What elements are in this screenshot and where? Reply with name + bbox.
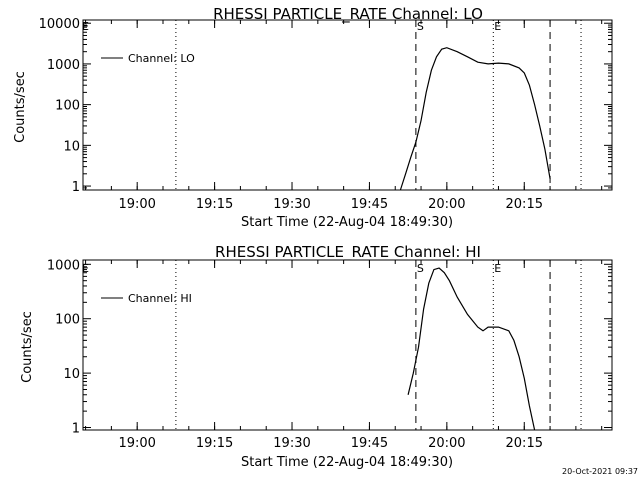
x-tick-label: 20:00: [428, 436, 465, 451]
x-axis-label-hi: Start Time (22-Aug-04 18:49:30): [241, 455, 453, 470]
x-tick-label: 20:15: [506, 197, 543, 212]
time-marker-label: S: [417, 262, 424, 275]
series-line-hi: [407, 267, 536, 431]
chart-panel-hi: 19:00 19:15 19:30 19:45 20:00 20:15 1 10 100 1000…: [47, 258, 613, 451]
y-tick-label: 1000: [47, 258, 80, 273]
chart-panel-lo: 19:00 19:15 19:30 19:45 20:00 20:15 1 10 100 1000…: [39, 17, 613, 212]
x-tick-label: 20:00: [428, 197, 465, 212]
time-marker-label: E: [494, 20, 501, 33]
x-tick-label: 19:15: [196, 197, 233, 212]
y-tick-label: 100: [55, 99, 80, 114]
edge-label: E: [82, 262, 89, 275]
y-tick-label: 10000: [39, 17, 80, 32]
time-marker-label: E: [494, 262, 501, 275]
x-tick-label: 19:45: [351, 197, 388, 212]
edge-label: E: [82, 20, 89, 33]
y-tick-label: 1: [72, 422, 80, 437]
plot-frame-hi: [82, 259, 613, 431]
x-tick-label: 19:00: [118, 436, 155, 451]
x-tick-label: 19:00: [118, 197, 155, 212]
legend-label-lo: Channel: LO: [128, 52, 195, 65]
y-tick-label: 1: [72, 180, 80, 195]
footer-timestamp: 20-Oct-2021 09:37: [562, 467, 638, 476]
x-axis-label-lo: Start Time (22-Aug-04 18:49:30): [241, 215, 453, 230]
y-tick-label: 100: [55, 313, 80, 328]
x-tick-label: 19:30: [273, 197, 310, 212]
y-tick-label: 10: [63, 367, 80, 382]
chart-title-hi: RHESSI PARTICLE_RATE Channel: HI: [215, 243, 481, 262]
y-axis-label-lo: Counts/sec: [13, 71, 28, 143]
x-tick-label: 19:30: [273, 436, 310, 451]
legend-label-hi: Channel: HI: [128, 292, 192, 305]
time-marker-label: S: [417, 20, 424, 33]
x-tick-label: 19:15: [196, 436, 233, 451]
x-tick-label: 20:15: [506, 436, 543, 451]
chart-title-lo: RHESSI PARTICLE_RATE Channel: LO: [213, 5, 483, 24]
y-axis-label-hi: Counts/sec: [20, 311, 35, 383]
series-line-lo: [399, 47, 551, 191]
x-tick-label: 19:45: [351, 436, 388, 451]
y-tick-label: 10: [63, 139, 80, 154]
y-tick-label: 1000: [47, 58, 80, 73]
